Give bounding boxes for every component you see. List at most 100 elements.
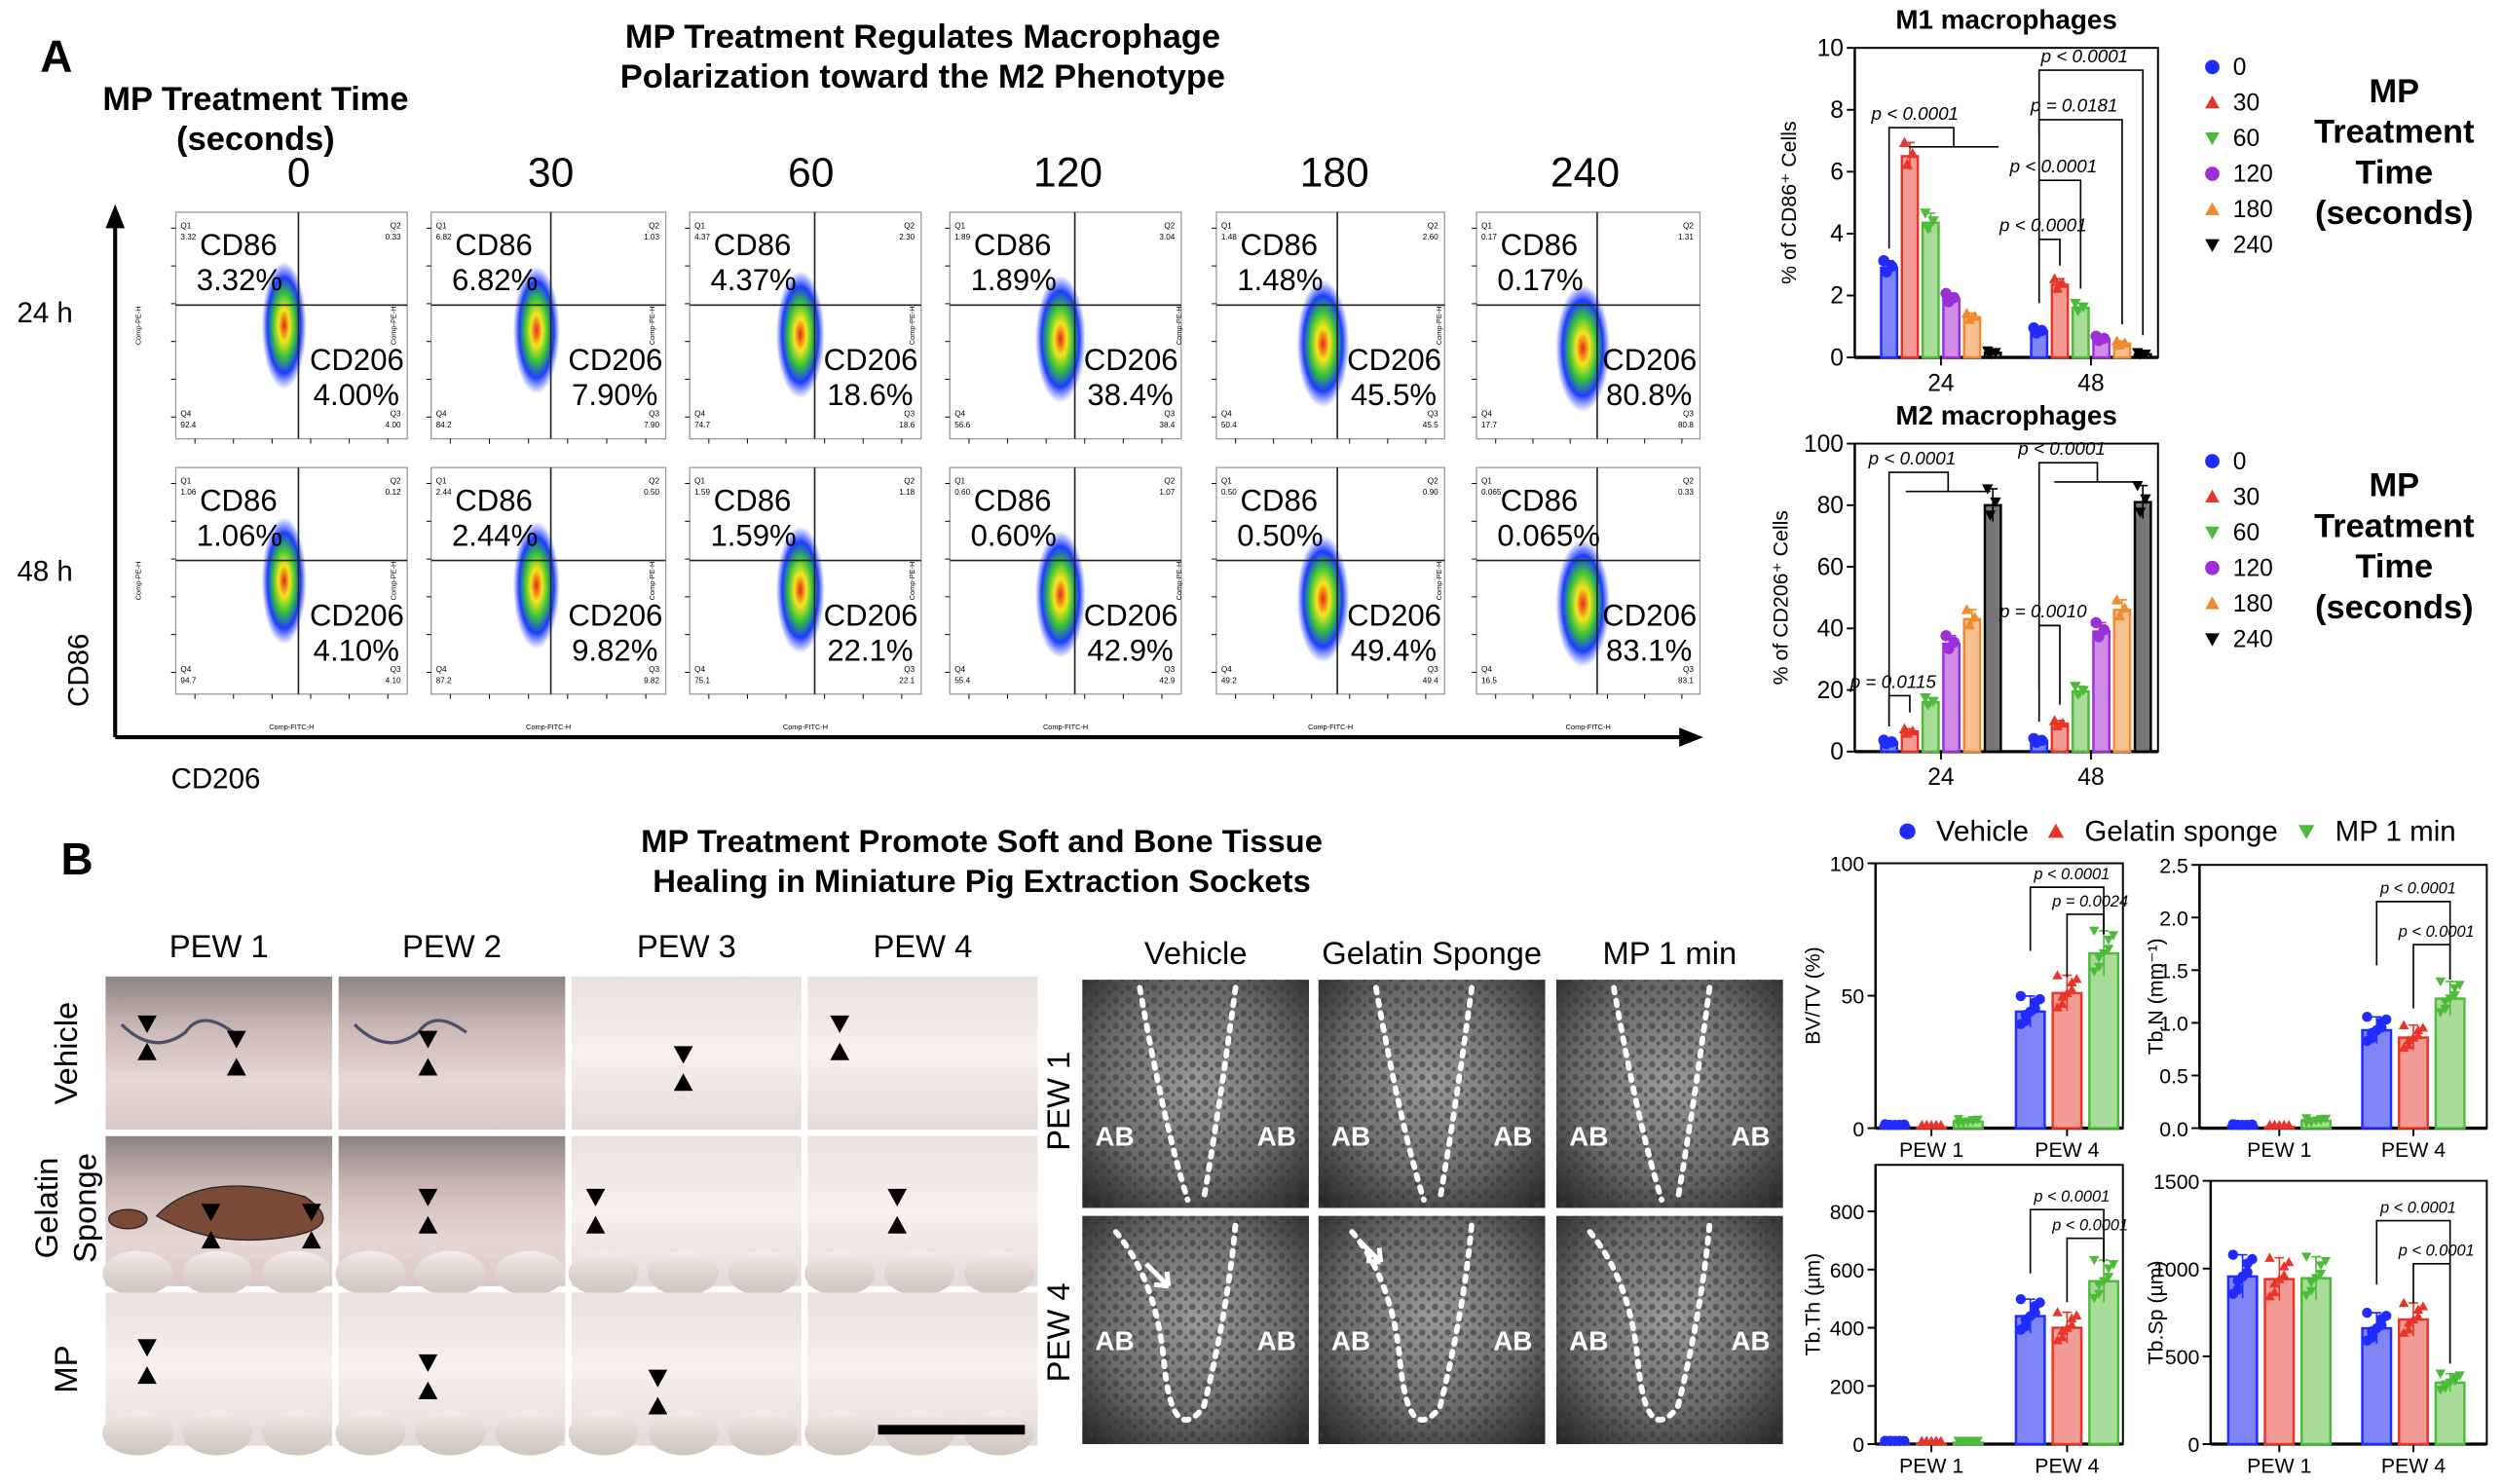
quadrant-q3-name: Q3	[904, 410, 915, 419]
data-point	[2305, 1278, 2317, 1288]
significance-bracket: p < 0.0001	[2009, 156, 2097, 289]
tooth	[728, 1250, 799, 1296]
legend-marker-0-icon	[2205, 454, 2220, 468]
cd206-label: CD206	[310, 598, 404, 632]
ct-label-ab-right: AB	[1257, 1325, 1296, 1355]
tooth	[182, 1410, 253, 1456]
quadrant-q1-value: 6.82	[436, 233, 452, 241]
bracket-line	[2037, 238, 2061, 304]
ct-label-ab-left: AB	[1095, 1325, 1134, 1355]
tooth	[884, 1250, 955, 1296]
quadrant-q3-value: 7.90	[644, 421, 659, 429]
gelatin-sponge-region	[155, 1185, 324, 1242]
data-point	[2031, 327, 2042, 339]
plot-y-axis-label: Comp-PE-H	[1175, 306, 1183, 345]
data-point	[1981, 484, 1994, 495]
significance-bracket: p < 0.0001	[1999, 215, 2087, 304]
arrowhead-down-icon	[830, 1015, 850, 1033]
arrowhead-down-icon	[648, 1369, 668, 1388]
column-label-180: 180	[1300, 150, 1369, 197]
arrowhead-down-icon	[418, 1188, 438, 1206]
p-value-label: p = 0.0181	[2030, 95, 2118, 116]
bar-60-48	[2071, 306, 2090, 359]
quadrant-q4-value: 50.4	[1221, 421, 1237, 429]
quadrant-q4-name: Q4	[954, 665, 965, 674]
photo-column-pew1: PEW 1	[169, 928, 269, 964]
bar-mp-1-min-PEW4	[2088, 951, 2120, 1130]
p-value-label: p < 0.0001	[2398, 923, 2475, 941]
cd206-percent: 22.1%	[827, 633, 913, 667]
quadrant-q4-name: Q4	[954, 410, 965, 419]
quadrant-q1-value: 0.60	[954, 488, 970, 497]
quadrant-q1-value: 3.32	[180, 233, 196, 241]
quadrant-q1-name: Q1	[180, 477, 191, 486]
data-point	[2300, 1252, 2312, 1262]
arrowhead-up-icon	[673, 1073, 693, 1092]
data-point	[2403, 1034, 2414, 1045]
data-point	[1921, 1120, 1932, 1130]
legend-label-60: 60	[2233, 126, 2260, 152]
significance-bracket: p < 0.0001	[2375, 880, 2456, 980]
x-tick-label: PEW 4	[2381, 1455, 2446, 1478]
quadrant-q3-name: Q3	[1428, 410, 1438, 419]
plot-frame	[1874, 1164, 2124, 1446]
quadrant-q2-value: 0.33	[1678, 488, 1694, 497]
quadrant-q3-value: 22.1	[899, 676, 915, 685]
data-point	[2403, 1324, 2414, 1334]
data-point	[2015, 1019, 2027, 1029]
quadrant-q3-value: 4.10	[386, 676, 401, 685]
quadrant-q1-name: Q1	[1221, 221, 1232, 230]
plot-x-axis-label: Comp-FITC-H	[526, 723, 571, 731]
quadrant-q3-value: 49.4	[1423, 676, 1438, 685]
quadrant-q3-value: 4.00	[386, 421, 401, 429]
bar-gelatin-sponge-PEW4	[2051, 1326, 2083, 1446]
bar-mp-1-min-PEW4	[2088, 1280, 2120, 1446]
plot-y-axis-label: Comp-PE-H	[390, 306, 398, 345]
quadrant-q3-value: 80.8	[1678, 421, 1694, 429]
data-point	[2062, 987, 2073, 998]
legend-marker-vehicle-icon	[1899, 823, 1916, 839]
x-tick-label: 24	[1927, 370, 1954, 396]
data-point	[1901, 159, 1913, 169]
column-label-30: 30	[528, 150, 574, 197]
data-point	[2057, 1325, 2068, 1335]
plot-y-axis-label: Comp-PE-H	[908, 306, 916, 345]
quadrant-q2-name: Q2	[1164, 477, 1175, 486]
legend-marker-120-icon	[2205, 560, 2220, 575]
p-value-label: p < 0.0001	[2033, 866, 2110, 883]
micro-ct-image-1-0: AB AB	[1082, 1215, 1309, 1445]
quadrant-q4-value: 49.2	[1221, 676, 1237, 685]
ct-label-ab-right: AB	[1493, 1122, 1532, 1152]
legend-marker-240-icon	[2205, 633, 2220, 647]
quadrant-q3-name: Q3	[1683, 410, 1694, 419]
data-point	[1943, 643, 1955, 654]
data-point	[2232, 1276, 2243, 1286]
x-tick-label: 24	[1927, 764, 1954, 791]
bracket-line	[2375, 901, 2451, 980]
data-point	[2093, 1280, 2105, 1291]
ct-column-mp-1-min: MP 1 min	[1602, 935, 1737, 971]
y-axis-label: Tb.Sp (µm)	[2145, 1260, 2168, 1364]
plot-x-axis-label: Comp-FITC-H	[1566, 723, 1611, 731]
data-point	[1920, 208, 1931, 219]
socket-outline	[1137, 984, 1239, 1204]
quadrant-q2-name: Q2	[391, 221, 401, 230]
quadrant-q3-name: Q3	[1428, 665, 1438, 674]
cd86-percent: 1.06%	[197, 518, 282, 552]
cd86-label: CD86	[455, 483, 533, 517]
data-point	[2051, 720, 2064, 730]
time-heading-line2: (seconds)	[176, 121, 335, 158]
data-point	[2057, 998, 2068, 1009]
cd86-percent: 0.50%	[1237, 518, 1323, 552]
data-point	[2274, 1274, 2285, 1283]
quadrant-q4-name: Q4	[436, 410, 447, 419]
legend-marker-mp-1-min-icon	[2298, 825, 2315, 839]
bar-0-24	[1880, 266, 1899, 359]
quadrant-q3-name: Q3	[649, 410, 659, 419]
cd206-label: CD206	[1347, 598, 1441, 632]
p-value-label: p < 0.0001	[1999, 215, 2087, 236]
significance-bracket: p < 0.0001	[1868, 448, 1991, 723]
